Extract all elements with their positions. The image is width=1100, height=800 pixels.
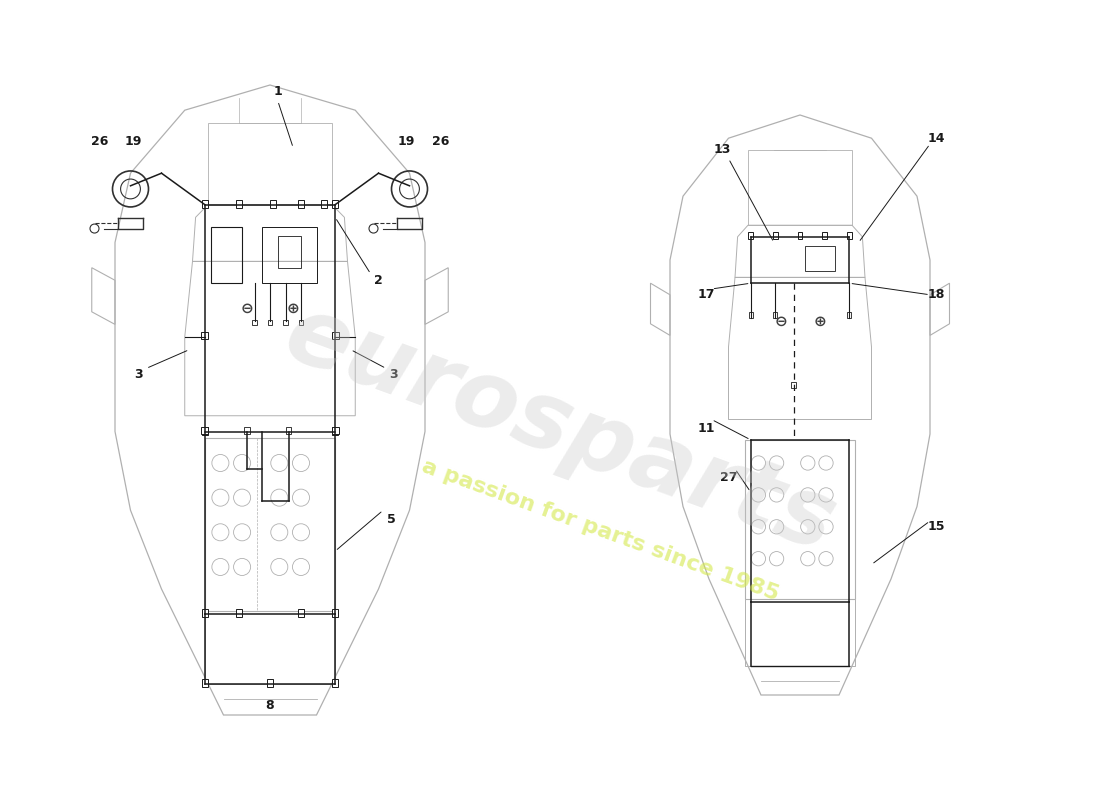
Bar xyxy=(298,200,304,208)
Circle shape xyxy=(90,224,99,233)
Bar xyxy=(267,678,273,686)
Bar xyxy=(202,200,208,208)
Text: 19: 19 xyxy=(398,135,415,148)
Bar xyxy=(746,440,855,599)
Bar xyxy=(271,200,276,208)
Bar xyxy=(202,426,208,434)
Text: ⊖: ⊖ xyxy=(241,301,253,316)
Bar xyxy=(262,226,317,283)
Text: 18: 18 xyxy=(927,288,945,302)
Bar xyxy=(805,246,835,271)
Bar xyxy=(749,312,752,318)
Text: 27: 27 xyxy=(719,471,737,484)
Bar xyxy=(205,438,336,611)
Text: 2: 2 xyxy=(374,274,383,286)
Text: 3: 3 xyxy=(389,368,398,382)
Bar xyxy=(202,678,208,686)
Text: 11: 11 xyxy=(697,422,715,434)
Text: 5: 5 xyxy=(386,514,395,526)
Bar xyxy=(748,233,752,239)
Text: 17: 17 xyxy=(697,288,715,302)
Bar xyxy=(773,233,778,239)
Bar xyxy=(332,426,338,434)
Bar xyxy=(236,610,242,618)
Bar xyxy=(244,426,250,434)
Text: 1: 1 xyxy=(274,85,282,98)
Text: 3: 3 xyxy=(134,368,143,382)
Bar xyxy=(211,226,242,283)
Bar xyxy=(332,678,338,686)
Bar xyxy=(823,233,827,239)
Text: 26: 26 xyxy=(432,135,449,148)
Circle shape xyxy=(368,224,378,233)
Bar xyxy=(332,332,339,339)
Bar xyxy=(201,332,208,339)
Bar xyxy=(283,320,288,326)
Text: a passion for parts since 1985: a passion for parts since 1985 xyxy=(419,456,781,604)
Text: eurosparts: eurosparts xyxy=(273,288,847,572)
Bar xyxy=(791,382,795,388)
Bar xyxy=(332,610,338,618)
Text: ⊕: ⊕ xyxy=(287,301,299,316)
Bar xyxy=(773,312,778,318)
Text: ⊖: ⊖ xyxy=(774,314,786,328)
Bar xyxy=(847,312,851,318)
Bar xyxy=(298,610,304,618)
Bar xyxy=(202,610,208,618)
Bar xyxy=(277,236,301,268)
Text: 15: 15 xyxy=(927,520,945,534)
Bar xyxy=(798,233,802,239)
Bar xyxy=(286,426,292,434)
Bar xyxy=(321,200,327,208)
Bar xyxy=(332,200,338,208)
Text: 14: 14 xyxy=(927,132,945,145)
Bar xyxy=(299,320,304,326)
Text: 19: 19 xyxy=(125,135,142,148)
Bar xyxy=(252,320,256,326)
Text: ⊕: ⊕ xyxy=(813,314,826,328)
Text: 26: 26 xyxy=(91,135,108,148)
Text: 13: 13 xyxy=(713,143,730,156)
Bar xyxy=(267,320,273,326)
Bar xyxy=(236,200,242,208)
Bar xyxy=(847,233,851,239)
Text: 8: 8 xyxy=(266,699,274,712)
Bar xyxy=(201,426,208,434)
Bar xyxy=(332,426,339,434)
